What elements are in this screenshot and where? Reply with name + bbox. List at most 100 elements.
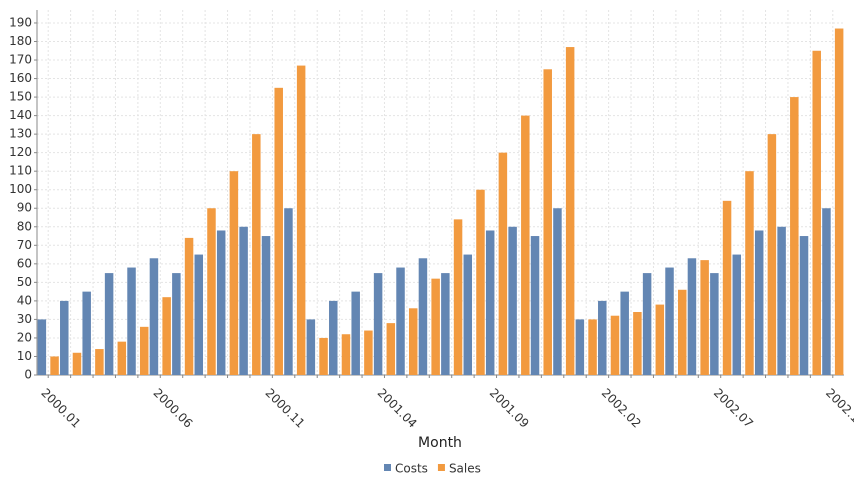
- y-tick-label: 10: [17, 349, 32, 363]
- bar: [588, 319, 597, 375]
- bar: [642, 273, 652, 375]
- bar: [620, 291, 629, 375]
- y-tick-label: 50: [17, 275, 32, 289]
- bar: [553, 208, 562, 375]
- bar: [306, 319, 316, 375]
- bar: [822, 208, 831, 375]
- bar: [665, 267, 674, 375]
- x-tick-label: 2000.01: [38, 386, 83, 431]
- y-tick-label: 60: [17, 256, 32, 270]
- bar: [732, 254, 742, 375]
- bar: [351, 291, 360, 375]
- bar: [777, 226, 786, 375]
- bar: [184, 237, 194, 375]
- bar: [82, 291, 91, 375]
- bar: [207, 208, 216, 375]
- bar: [104, 273, 114, 375]
- bar: [722, 200, 732, 375]
- legend-label: Costs: [395, 462, 428, 476]
- bar: [364, 330, 373, 375]
- bar: [284, 208, 293, 375]
- y-tick-label: 180: [9, 34, 32, 48]
- y-tick-label: 150: [9, 90, 32, 104]
- bar: [261, 236, 271, 375]
- bar: [521, 115, 530, 376]
- bar: [767, 134, 777, 375]
- bar: [149, 258, 159, 375]
- y-tick-label: 190: [9, 15, 32, 29]
- bar: [700, 260, 709, 375]
- bar: [565, 47, 575, 375]
- bar: [72, 352, 82, 375]
- bar: [319, 337, 328, 375]
- legend-swatch: [384, 464, 391, 471]
- bar: [296, 65, 306, 376]
- bar: [799, 236, 809, 375]
- bar: [274, 87, 283, 375]
- x-tick-label: 2002.12: [823, 386, 854, 431]
- bar: [386, 323, 396, 375]
- y-tick-label: 120: [9, 145, 32, 159]
- y-tick-label: 130: [9, 127, 32, 141]
- bar: [476, 189, 485, 375]
- bar: [463, 254, 473, 375]
- bar: [687, 258, 697, 375]
- bar: [50, 356, 59, 375]
- y-tick-label: 0: [24, 368, 32, 382]
- bar: [790, 97, 799, 376]
- bar: [677, 289, 687, 375]
- x-tick-label: 2001.09: [487, 386, 532, 431]
- y-tick-label: 90: [17, 201, 32, 215]
- bar: [252, 134, 261, 375]
- bar: [95, 349, 104, 375]
- y-tick-label: 20: [17, 330, 32, 344]
- bar: [408, 308, 418, 375]
- bar: [633, 312, 642, 375]
- y-tick-label: 170: [9, 53, 32, 67]
- bar: [453, 219, 463, 375]
- legend-swatch: [437, 464, 445, 471]
- y-tick-label: 70: [17, 238, 32, 252]
- x-tick-label: 2000.06: [150, 386, 195, 431]
- bar: [834, 28, 844, 375]
- y-tick-label: 100: [9, 182, 32, 196]
- x-tick-label: 2002.07: [711, 386, 756, 431]
- bar: [172, 273, 181, 375]
- bar: [575, 319, 585, 375]
- bar: [418, 258, 428, 375]
- bar: [431, 278, 440, 375]
- bar: [498, 152, 508, 375]
- bar: [508, 226, 517, 375]
- bar: [610, 315, 620, 375]
- bar: [543, 69, 552, 375]
- x-tick-label: 2002.02: [599, 386, 644, 431]
- bar: [745, 171, 754, 375]
- bar: [239, 226, 248, 375]
- bar: [812, 50, 821, 376]
- bar: [373, 273, 383, 375]
- y-tick-label: 40: [17, 293, 32, 307]
- x-tick-label: 2000.11: [263, 386, 308, 431]
- bar: [598, 300, 607, 375]
- legend-label: Sales: [449, 462, 481, 476]
- bar: [37, 319, 47, 375]
- bar: [216, 230, 226, 375]
- bar: [655, 304, 665, 375]
- x-tick-label: 2001.04: [375, 386, 420, 431]
- bar: [710, 273, 719, 375]
- bar: [139, 326, 149, 375]
- bar: [396, 267, 405, 375]
- bar: [754, 230, 764, 375]
- bar: [162, 297, 171, 375]
- bar: [229, 171, 239, 375]
- y-tick-label: 110: [9, 164, 32, 178]
- bar: [341, 334, 351, 375]
- bar: [485, 230, 495, 375]
- y-tick-label: 160: [9, 71, 32, 85]
- bar: [441, 273, 450, 375]
- bar: [60, 300, 69, 375]
- bar: [127, 267, 136, 375]
- y-tick-label: 80: [17, 219, 32, 233]
- bar: [530, 236, 540, 375]
